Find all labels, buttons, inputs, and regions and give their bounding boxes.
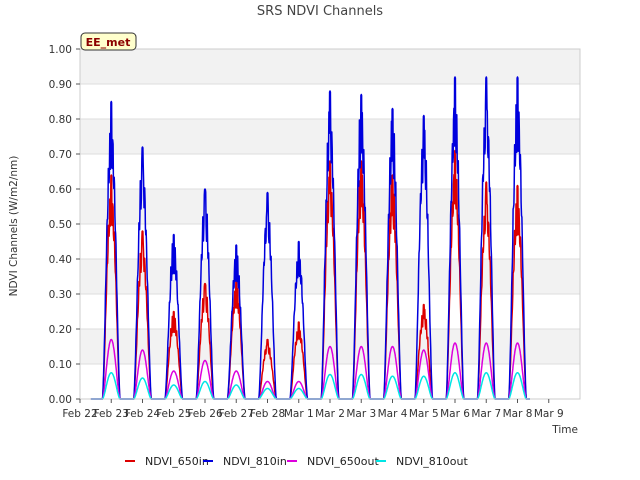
plot-band	[80, 364, 580, 399]
x-tick-label: Mar 9	[534, 408, 564, 420]
plot-band	[80, 294, 580, 329]
x-tick-label: Feb 23	[94, 408, 129, 420]
x-tick-label: Mar 7	[471, 408, 501, 420]
y-tick-label: 0.00	[49, 394, 72, 406]
plot-band	[80, 49, 580, 84]
x-tick-label: Mar 3	[346, 408, 376, 420]
y-tick-label: 0.60	[49, 184, 72, 196]
x-tick-label: Mar 8	[503, 408, 533, 420]
x-tick-label: Feb 24	[125, 408, 161, 420]
legend-label: NDVI_650in	[145, 455, 209, 468]
y-tick-label: 0.70	[49, 149, 72, 161]
y-tick-label: 0.10	[49, 359, 72, 371]
x-tick-label: Mar 2	[315, 408, 345, 420]
y-tick-label: 1.00	[49, 44, 72, 56]
y-tick-label: 0.20	[49, 324, 72, 336]
y-tick-label: 0.40	[49, 254, 72, 266]
legend-label: NDVI_650out	[307, 455, 379, 468]
plot-band	[80, 259, 580, 294]
y-tick-label: 0.80	[49, 114, 72, 126]
legend-label: NDVI_810out	[396, 455, 468, 468]
x-axis-label: Time	[551, 424, 578, 436]
x-tick-label: Feb 25	[156, 408, 191, 420]
y-axis-ticks: 0.00 0.10 0.20 0.30 0.40 0.50 0.60 0.70 0.80 0.90…	[49, 44, 80, 406]
y-tick-label: 0.90	[49, 79, 72, 91]
x-tick-label: Mar 1	[284, 408, 314, 420]
x-tick-label: Feb 27	[219, 408, 254, 420]
legend: NDVI_650in NDVI_810in NDVI_650out NDVI_810o…	[125, 455, 468, 468]
x-tick-label: Mar 4	[378, 408, 408, 420]
y-tick-label: 0.30	[49, 289, 72, 301]
legend-label: NDVI_810in	[223, 455, 287, 468]
x-tick-label: Feb 26	[187, 408, 223, 420]
x-tick-label: Feb 28	[250, 408, 285, 420]
x-tick-label: Mar 6	[440, 408, 470, 420]
x-tick-label: Mar 5	[409, 408, 439, 420]
y-axis-label: NDVI Channels (W/m2/nm)	[8, 156, 20, 297]
y-tick-label: 0.50	[49, 219, 72, 231]
x-tick-label: Feb 22	[62, 408, 97, 420]
plot-band	[80, 189, 580, 224]
chart-title: SRS NDVI Channels	[257, 4, 383, 19]
plot-band	[80, 224, 580, 259]
station-badge-label: EE_met	[86, 36, 131, 49]
station-badge: EE_met	[80, 32, 137, 51]
plot-background	[80, 49, 580, 399]
